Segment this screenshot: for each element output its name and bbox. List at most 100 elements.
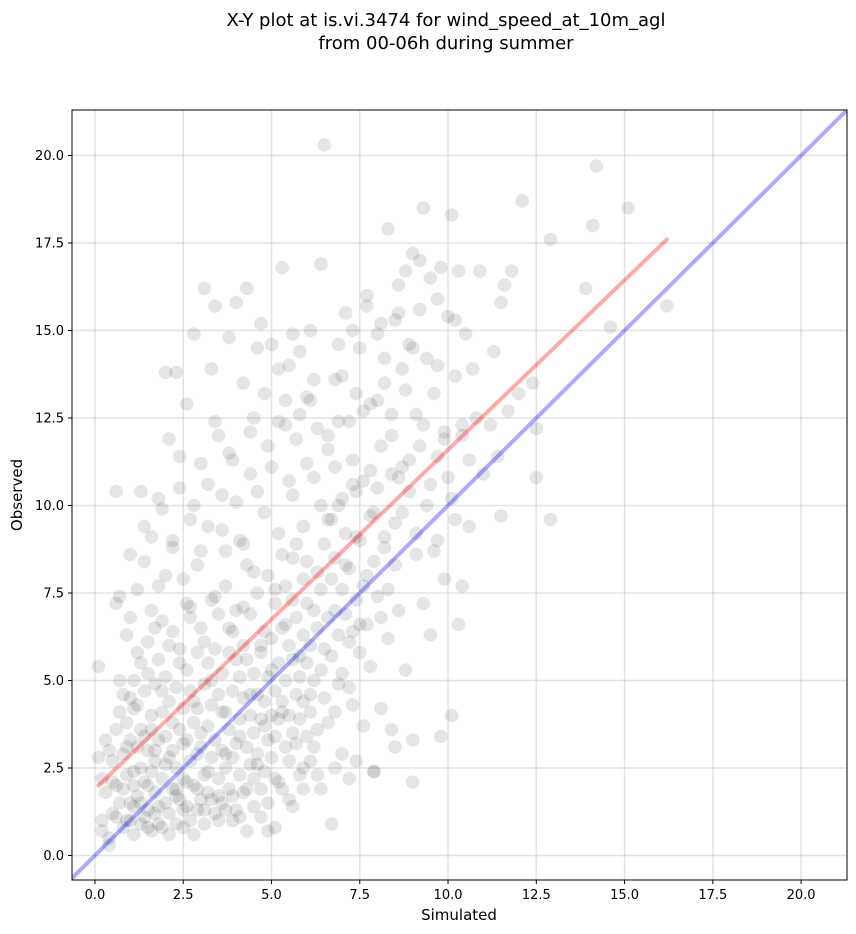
data-point [285,327,300,341]
data-point [194,456,208,471]
y-tick-label: 7.5 [43,587,64,602]
data-point [423,477,438,492]
data-point [151,491,166,506]
data-point [172,792,187,807]
data-point [123,610,138,625]
data-point [254,638,268,653]
data-point [95,813,109,828]
data-point [437,425,452,439]
data-point [275,782,289,796]
data-point [197,281,212,296]
data-point [137,519,152,534]
data-point [229,495,243,509]
data-point [197,768,212,782]
data-point [218,544,233,558]
data-point [444,491,459,506]
data-point [462,453,477,467]
data-point [229,736,243,751]
data-point [91,659,106,674]
data-point [176,803,191,817]
data-point [172,722,187,737]
data-point [543,512,558,527]
data-point [585,218,600,233]
data-point [367,764,381,779]
data-point [190,803,205,817]
data-point [285,551,300,565]
data-point [384,428,399,443]
data-point [218,705,233,719]
data-point [578,281,593,296]
data-point [303,323,318,338]
data-point [310,421,325,436]
data-point [98,785,113,800]
data-point [144,824,159,838]
data-point [187,827,201,842]
data-point [289,610,304,625]
data-point [370,393,385,408]
data-point [314,663,328,677]
data-point [236,785,251,800]
data-point [370,589,385,604]
data-point [381,222,395,236]
data-point [261,796,275,810]
data-point [356,474,371,488]
data-point [112,705,127,719]
data-point [148,743,162,758]
data-point [109,810,123,824]
data-point [211,687,226,702]
data-point [229,652,243,667]
data-point [130,789,145,803]
data-point [119,813,134,828]
data-point [134,796,148,810]
data-point [232,810,247,824]
data-point [345,698,360,712]
data-point [243,708,258,723]
data-point [388,313,402,327]
data-point [437,432,452,446]
data-point [116,782,130,796]
data-point [275,547,289,562]
data-point [324,649,339,663]
data-point [285,726,300,740]
data-point [116,820,130,835]
data-point [197,677,212,691]
data-point [398,383,413,397]
data-point [338,607,353,621]
data-point [243,757,258,772]
data-point [183,600,198,614]
data-point [349,386,364,401]
data-point [229,603,243,618]
data-point [271,775,286,789]
data-point [208,299,222,313]
data-point [264,337,279,352]
data-point [314,498,328,513]
data-point [352,341,367,355]
data-point [176,572,191,586]
data-point [254,316,268,331]
data-point [194,792,208,807]
data-point [151,652,166,667]
data-point [388,516,402,530]
data-point [356,579,371,593]
x-axis-ticks: 0.0 2.5 5.0 7.5 10.0 12.5 15.0 17.5 20.0 [85,880,816,903]
data-point [250,687,265,702]
data-point [307,470,321,485]
data-point [155,614,169,628]
data-point [257,694,272,709]
data-point [116,747,130,761]
data-point [388,558,402,572]
x-tick-label: 2.5 [173,888,194,903]
data-point [201,477,215,492]
data-point [243,425,258,439]
data-point [412,302,427,317]
data-point [462,519,477,534]
data-point [222,782,236,796]
data-point [208,806,222,821]
data-point [123,547,138,562]
y-tick-label: 15.0 [35,324,64,339]
data-point [119,768,134,782]
data-point [529,470,544,485]
data-point [126,701,141,716]
data-point [289,537,304,551]
